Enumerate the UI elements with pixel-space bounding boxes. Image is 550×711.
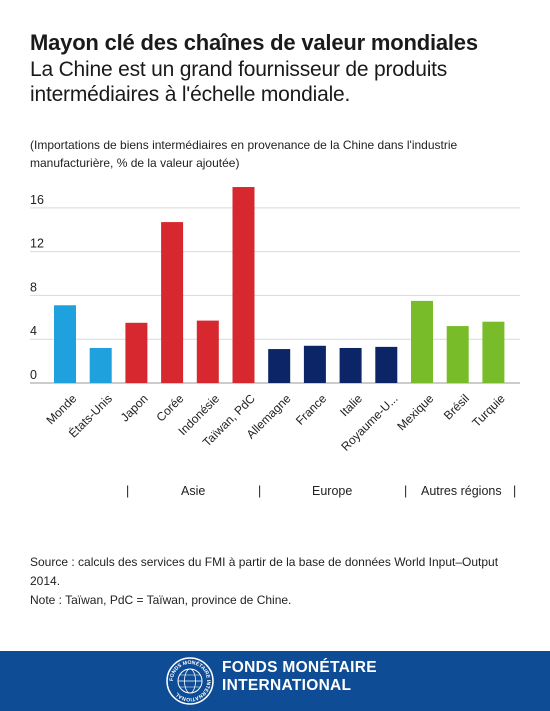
bar (482, 321, 505, 383)
group-labels: | Asie | Europe | Autres régions | (0, 484, 550, 502)
y-tick-label: 8 (30, 280, 37, 294)
x-tick-label: Turquie (469, 391, 508, 430)
x-tick-label: Brésil (441, 391, 472, 422)
y-tick-label: 4 (30, 324, 37, 338)
chart-title: Mayon clé des chaînes de valeur mondiale… (30, 30, 478, 55)
group-separator: | (258, 484, 262, 498)
chart-subtitle: La Chine est un grand fournisseur de pro… (30, 58, 448, 106)
group-label-asie: Asie (181, 484, 206, 498)
bar (411, 300, 433, 383)
org-name: FONDS MONÉTAIRE INTERNATIONAL (222, 659, 377, 695)
bar (89, 347, 112, 383)
x-tick-label: France (293, 391, 330, 428)
bar (161, 222, 184, 383)
group-separator: | (513, 484, 517, 498)
source-note: Source : calculs des services du FMI à p… (30, 553, 500, 610)
group-separator: | (404, 484, 408, 498)
bar (303, 345, 326, 383)
x-tick-label: Japon (118, 391, 151, 424)
units-note: (Importations de biens intermédiaires en… (30, 138, 458, 170)
y-tick-label: 0 (30, 368, 37, 382)
x-tick-label: Corée (153, 391, 186, 424)
footer-banner: FONDS MONÉTAIRE INTERNATIONAL FONDS MONÉ… (0, 651, 550, 711)
group-label-europe: Europe (312, 484, 353, 498)
y-tick-labels: 0 4 8 12 16 (30, 193, 44, 382)
bar (125, 322, 148, 383)
group-separator: | (126, 484, 130, 498)
bars (54, 187, 505, 383)
footnote-text: Note : Taïwan, PdC = Taïwan, province de… (30, 593, 292, 607)
bar (375, 346, 398, 383)
org-name-line1: FONDS MONÉTAIRE (222, 659, 377, 676)
imf-seal-icon: FONDS MONÉTAIRE INTERNATIONAL (166, 657, 214, 705)
group-label-autres: Autres régions (421, 484, 502, 498)
source-text: Source : calculs des services du FMI à p… (30, 555, 499, 588)
x-tick-label: Mexique (394, 391, 436, 433)
y-tick-label: 16 (30, 193, 44, 207)
bar (268, 349, 291, 383)
org-name-line2: INTERNATIONAL (222, 677, 352, 694)
bar (54, 305, 76, 383)
x-tick-label: Italie (337, 391, 365, 419)
bar (232, 187, 255, 383)
y-tick-label: 12 (30, 237, 44, 251)
bar (339, 347, 362, 383)
bar (446, 326, 469, 383)
bar (196, 320, 219, 383)
